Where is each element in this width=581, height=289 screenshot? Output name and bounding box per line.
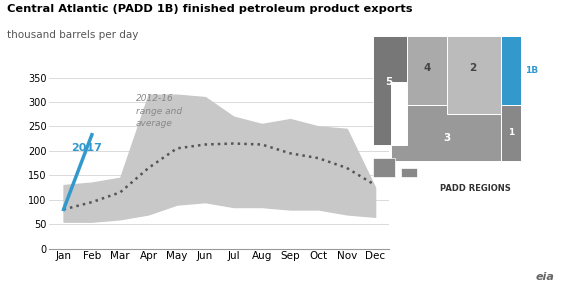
Text: PADD REGIONS: PADD REGIONS xyxy=(440,184,510,193)
Polygon shape xyxy=(501,105,521,161)
Text: 1: 1 xyxy=(508,128,514,138)
Polygon shape xyxy=(401,168,417,177)
Text: thousand barrels per day: thousand barrels per day xyxy=(7,30,138,40)
Polygon shape xyxy=(447,36,501,114)
Polygon shape xyxy=(501,36,521,105)
Polygon shape xyxy=(391,105,501,161)
Polygon shape xyxy=(372,158,394,177)
Text: 2017: 2017 xyxy=(71,143,102,153)
Polygon shape xyxy=(407,36,447,105)
Text: 5: 5 xyxy=(385,77,392,87)
Text: 1B: 1B xyxy=(525,66,538,75)
Text: 3: 3 xyxy=(443,133,450,142)
Text: 2: 2 xyxy=(469,63,476,73)
Text: Central Atlantic (PADD 1B) finished petroleum product exports: Central Atlantic (PADD 1B) finished petr… xyxy=(7,4,413,14)
Text: eia: eia xyxy=(536,272,555,282)
Polygon shape xyxy=(372,36,407,144)
Text: 4: 4 xyxy=(423,63,431,73)
Text: 2012-16
range and
average: 2012-16 range and average xyxy=(136,95,182,128)
